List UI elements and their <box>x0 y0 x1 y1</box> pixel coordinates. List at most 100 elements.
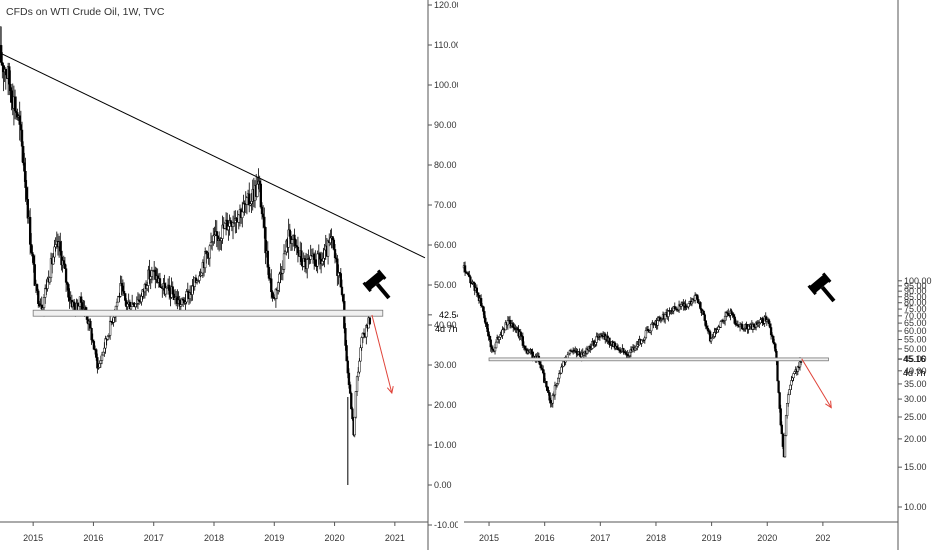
candle-body <box>594 342 597 345</box>
candle-body <box>321 260 324 265</box>
candle-body <box>710 338 713 342</box>
price-tick-label: 50.00 <box>434 280 457 290</box>
candle-body <box>791 377 794 381</box>
candle-body <box>779 408 782 426</box>
support-zone[interactable] <box>32 309 384 317</box>
candle-body <box>785 403 789 417</box>
time-tick-label: 2017 <box>144 533 164 543</box>
candle-body <box>103 347 106 353</box>
candle-body <box>10 90 13 103</box>
candle-body <box>761 318 764 324</box>
price-tick-label: 30.00 <box>904 394 927 404</box>
candle-body <box>89 320 92 329</box>
candle-body <box>229 220 232 224</box>
candle-body <box>357 371 360 378</box>
candle-body <box>267 266 271 279</box>
candle-body <box>778 392 781 409</box>
resistance-trendline[interactable] <box>0 52 426 259</box>
candle-body <box>316 253 319 267</box>
price-tick-label: 120.00 <box>434 0 462 10</box>
right-time-axis[interactable]: 2015 2016 2017 2018 2019 2020 202 <box>479 522 830 543</box>
price-tick-label: 15.00 <box>904 462 927 472</box>
right-plot-area[interactable] <box>464 0 900 522</box>
right-annotations <box>488 272 836 409</box>
candle-body <box>333 249 337 259</box>
candle-body <box>635 345 638 349</box>
candle-body <box>759 319 762 323</box>
right-last-price-label: 45.16 <box>903 354 926 364</box>
candle-body <box>23 162 26 172</box>
candle-body <box>784 415 788 436</box>
candle-body <box>359 347 362 362</box>
candle-body <box>489 339 492 348</box>
candle-body <box>282 253 286 270</box>
candle-body <box>314 259 317 267</box>
candle-body <box>553 385 557 396</box>
candle-body <box>158 278 162 288</box>
price-tick-label: 50.00 <box>904 344 927 354</box>
price-tick-label: 70.00 <box>434 200 457 210</box>
candle-body <box>696 294 699 300</box>
candle-body <box>793 371 796 374</box>
projection-arrow-line[interactable] <box>801 358 832 408</box>
panel-divider <box>458 0 464 550</box>
price-tick-label: -10.00 <box>434 520 460 530</box>
candle-body <box>245 197 249 205</box>
candle-body <box>121 285 125 292</box>
candle-body <box>332 239 336 250</box>
candle-body <box>716 329 719 333</box>
candle-body <box>277 282 280 291</box>
time-tick-label: 202 <box>815 533 830 543</box>
candle-body <box>723 315 727 321</box>
candle-body <box>530 349 533 353</box>
candle-body <box>498 337 501 340</box>
candle-body <box>501 329 504 336</box>
support-zone[interactable] <box>488 357 829 362</box>
price-tick-label: 60.00 <box>434 240 457 250</box>
candle-body <box>546 386 549 391</box>
left-time-axis[interactable]: 2015 2016 2017 2018 2019 2020 2021 <box>23 522 405 543</box>
right-price-axis[interactable]: 100.0095.0090.0085.0080.0075.0070.0065.0… <box>898 276 932 512</box>
projection-arrow-line[interactable] <box>371 314 393 394</box>
candle-body <box>769 327 773 336</box>
price-tick-label: 100.00 <box>434 80 462 90</box>
candle-body <box>340 286 344 295</box>
candle-body <box>752 324 756 327</box>
candle-body <box>628 351 632 356</box>
price-tick-label: 65.00 <box>904 318 927 328</box>
candle-body <box>703 314 706 321</box>
candle-body <box>353 416 356 436</box>
time-tick-label: 2018 <box>646 533 666 543</box>
candle-body <box>467 272 470 276</box>
left-chart-panel[interactable]: CFDs on WTI Crude Oil, 1W, TVC 120.00 110… <box>0 0 462 550</box>
candle-body <box>346 360 349 374</box>
price-tick-label: 85.00 <box>904 292 927 302</box>
candle-body <box>191 285 194 295</box>
right-chart-panel[interactable]: 100.0095.0090.0085.0080.0075.0070.0065.0… <box>462 0 932 550</box>
candle-body <box>680 304 683 307</box>
candle-body <box>264 227 267 254</box>
candle-body <box>63 263 67 269</box>
candle-body <box>46 278 49 289</box>
candle-body <box>476 292 480 296</box>
candle-body <box>62 260 65 265</box>
candle-body <box>8 66 11 85</box>
candle-body <box>322 258 325 262</box>
candle-body <box>227 226 230 231</box>
candle-body <box>92 341 96 350</box>
candle-body <box>266 250 269 268</box>
candle-body <box>538 361 542 365</box>
time-tick-label: 2016 <box>535 533 555 543</box>
candle-body <box>9 83 12 91</box>
candle-body <box>578 351 581 356</box>
candle-body <box>215 231 218 237</box>
candle-body <box>493 347 497 352</box>
candle-body <box>104 338 107 349</box>
candle-body <box>350 393 353 410</box>
candle-body <box>185 291 188 303</box>
candle-body <box>32 255 35 265</box>
candle-body <box>719 321 722 328</box>
left-price-axis[interactable]: 120.00 110.00 100.00 90.00 80.00 70.00 60.00 50… <box>428 0 462 530</box>
price-tick-label: 35.00 <box>904 379 927 389</box>
candle-body <box>732 314 735 318</box>
